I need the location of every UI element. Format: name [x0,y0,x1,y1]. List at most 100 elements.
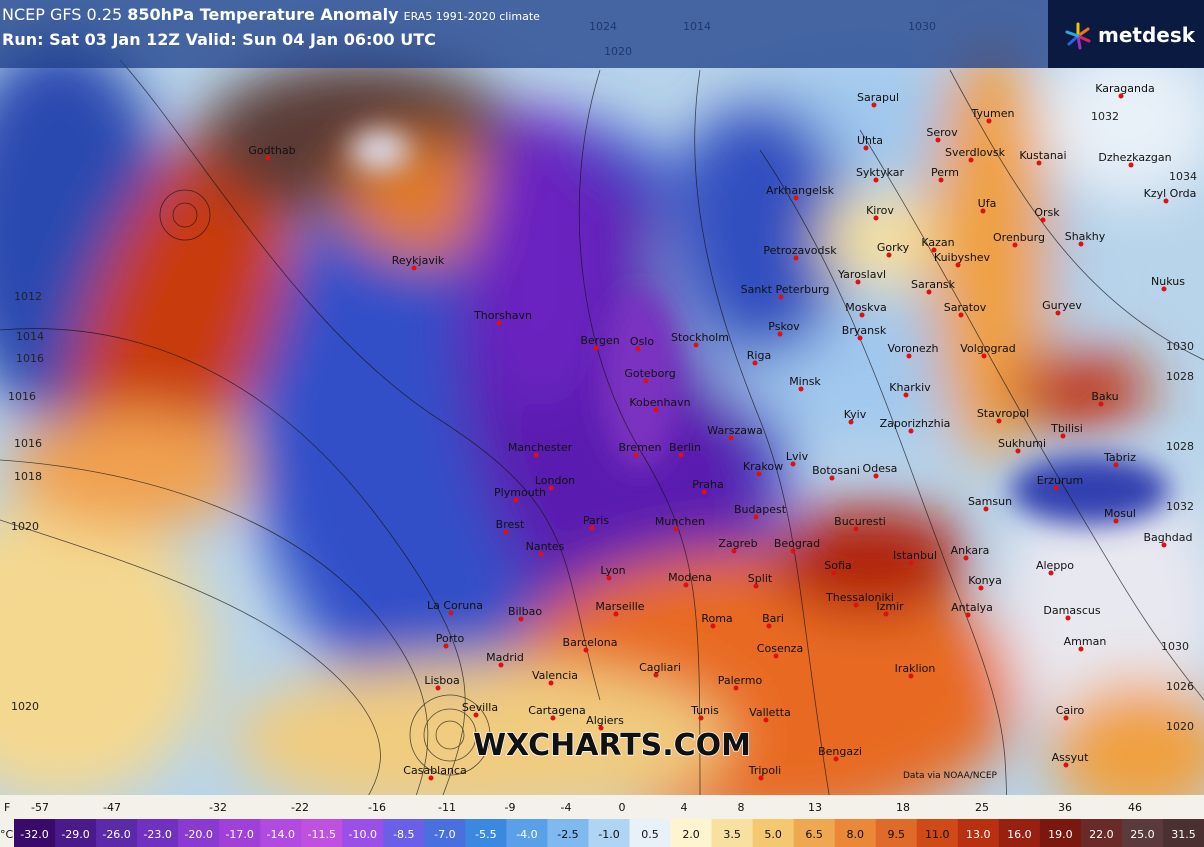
city-dot [606,575,612,581]
city-dot [863,145,869,151]
city-dot [958,312,964,318]
colorbar: °C -32.0 -29.0 -26.0 -23.0 -20.0 -17.0 -14.0 -11… [0,801,1204,847]
isobar-label: 1020 [11,700,39,713]
city-dot [908,560,914,566]
city-dot [1015,448,1021,454]
city-label: Munchen [655,515,705,528]
city-label: Cairo [1056,704,1085,717]
city-dot [678,452,684,458]
city-dot [503,529,509,535]
city-label: Sukhumi [998,437,1046,450]
c-label: 0.5 [641,828,659,841]
city-dot [980,208,986,214]
isobar-label: 1020 [11,520,39,533]
city-dot [1163,198,1169,204]
color-swatch [1080,819,1123,847]
city-label: Nukus [1151,275,1185,288]
city-dot [886,252,892,258]
city-dot [1098,401,1104,407]
city-dot [831,570,837,576]
city-dot [798,386,804,392]
city-label: Baghdad [1144,531,1193,544]
city-dot [1078,646,1084,652]
city-dot [1060,433,1066,439]
isobar-label: 1034 [1169,170,1197,183]
city-label: Ankara [951,544,990,557]
city-label: Roma [701,612,732,625]
city-dot [1063,715,1069,721]
city-dot [986,118,992,124]
city-label: Serov [926,126,958,139]
f-label: -9 [505,801,516,814]
color-swatch [670,819,713,847]
city-label: Bucuresti [834,515,886,528]
city-dot [496,320,502,326]
city-label: Cagliari [639,661,681,674]
city-label: Izmir [876,600,904,613]
isobar-label: 1016 [8,390,36,403]
city-dot [773,653,779,659]
c-label: 22.0 [1089,828,1114,841]
city-dot [683,582,689,588]
c-label: -4.0 [516,828,537,841]
city-label: Krakow [743,460,783,473]
city-label: Tabriz [1103,451,1136,464]
city-label: Beograd [774,537,820,550]
city-dot [1113,518,1119,524]
city-label: Casablanca [403,764,466,777]
city-label: Voronezh [888,342,939,355]
city-label: Iraklion [895,662,936,675]
color-swatch [1162,819,1204,847]
city-dot [777,331,783,337]
city-label: Thessaloniki [825,591,894,604]
c-label: -5.5 [475,828,496,841]
city-label: Kyiv [844,408,867,421]
c-label: -11.5 [308,828,336,841]
f-label: 8 [738,801,745,814]
city-label: Brest [496,518,525,531]
c-label: 9.5 [887,828,905,841]
city-label: Porto [436,632,465,645]
city-dot [533,452,539,458]
c-label: 2.0 [682,828,700,841]
city-label: Saransk [911,278,956,291]
city-label: Shakhy [1065,230,1106,243]
city-dot [698,715,704,721]
isobar-label: 1028 [1166,440,1194,453]
city-label: Oslo [630,335,654,348]
city-dot [756,471,762,477]
city-label: Warszawa [707,424,762,437]
color-swatch [793,819,836,847]
c-label: 13.0 [966,828,991,841]
city-label: Goteborg [624,367,675,380]
city-label: Marseille [595,600,644,613]
city-label: Lisboa [424,674,459,687]
city-dot [778,294,784,300]
city-label: Bengazi [818,745,862,758]
f-label: 4 [681,801,688,814]
city-label: Lyon [600,564,625,577]
isobar-label: 1030 [1166,340,1194,353]
color-swatch [711,819,754,847]
city-label: Baku [1091,390,1118,403]
header-line: NCEP GFS 0.25 850hPa Temperature Anomaly… [2,5,540,24]
city-dot [498,662,504,668]
city-label: Odesa [863,462,898,475]
color-swatch [342,819,384,847]
c-label: -14.0 [266,828,294,841]
city-dot [955,262,961,268]
city-label: Kirov [866,204,894,217]
city-dot [857,335,863,341]
color-swatch [137,819,179,847]
c-label: 6.5 [805,828,823,841]
color-swatch [14,819,56,847]
city-dot [701,489,707,495]
city-label: Kharkiv [889,381,931,394]
city-label: Palermo [718,674,763,687]
city-dot [1036,160,1042,166]
color-swatch [957,819,1000,847]
c-label: 16.0 [1007,828,1032,841]
city-dot [673,526,679,532]
city-label: La Coruna [427,599,483,612]
